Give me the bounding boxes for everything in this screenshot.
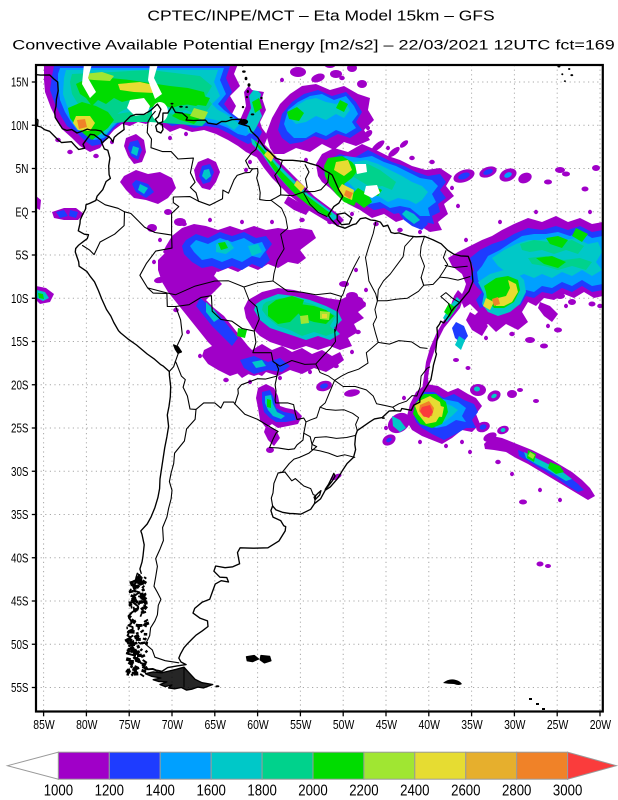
svg-text:80W: 80W <box>76 718 98 732</box>
svg-text:55S: 55S <box>11 680 29 695</box>
svg-text:5S: 5S <box>16 248 29 263</box>
svg-text:35W: 35W <box>461 718 483 732</box>
svg-text:Convective Available Potential: Convective Available Potential Energy [m… <box>12 38 615 54</box>
svg-text:65W: 65W <box>205 718 227 732</box>
svg-text:60W: 60W <box>247 718 269 732</box>
svg-text:30S: 30S <box>11 464 29 479</box>
svg-text:85W: 85W <box>33 718 55 732</box>
svg-text:15S: 15S <box>11 334 29 349</box>
svg-text:20S: 20S <box>11 377 29 392</box>
svg-text:2200: 2200 <box>349 782 378 799</box>
svg-text:40S: 40S <box>11 550 29 565</box>
svg-text:20W: 20W <box>590 718 612 732</box>
svg-text:15N: 15N <box>11 75 29 90</box>
svg-text:55W: 55W <box>290 718 312 732</box>
svg-text:5N: 5N <box>16 161 29 176</box>
svg-text:10N: 10N <box>11 118 29 133</box>
svg-text:1800: 1800 <box>247 782 276 799</box>
svg-text:1000: 1000 <box>44 782 73 799</box>
svg-text:50S: 50S <box>11 637 29 652</box>
svg-text:1600: 1600 <box>197 782 226 799</box>
svg-text:3000: 3000 <box>553 782 582 799</box>
svg-text:1200: 1200 <box>95 782 124 799</box>
svg-text:1400: 1400 <box>146 782 175 799</box>
svg-text:35S: 35S <box>11 507 29 522</box>
svg-text:25W: 25W <box>547 718 569 732</box>
svg-text:2800: 2800 <box>502 782 531 799</box>
svg-text:45W: 45W <box>376 718 398 732</box>
svg-text:75W: 75W <box>119 718 141 732</box>
svg-text:70W: 70W <box>162 718 184 732</box>
svg-text:25S: 25S <box>11 421 29 436</box>
svg-text:30W: 30W <box>504 718 526 732</box>
svg-text:2600: 2600 <box>451 782 480 799</box>
svg-text:40W: 40W <box>419 718 441 732</box>
svg-text:2000: 2000 <box>298 782 327 799</box>
svg-text:2400: 2400 <box>400 782 429 799</box>
svg-text:EQ: EQ <box>16 204 29 219</box>
svg-text:45S: 45S <box>11 594 29 609</box>
svg-text:50W: 50W <box>333 718 355 732</box>
svg-text:CPTEC/INPE/MCT – Eta Model 15: CPTEC/INPE/MCT – Eta Model 15km – GFS <box>147 8 494 25</box>
svg-text:10S: 10S <box>11 291 29 306</box>
